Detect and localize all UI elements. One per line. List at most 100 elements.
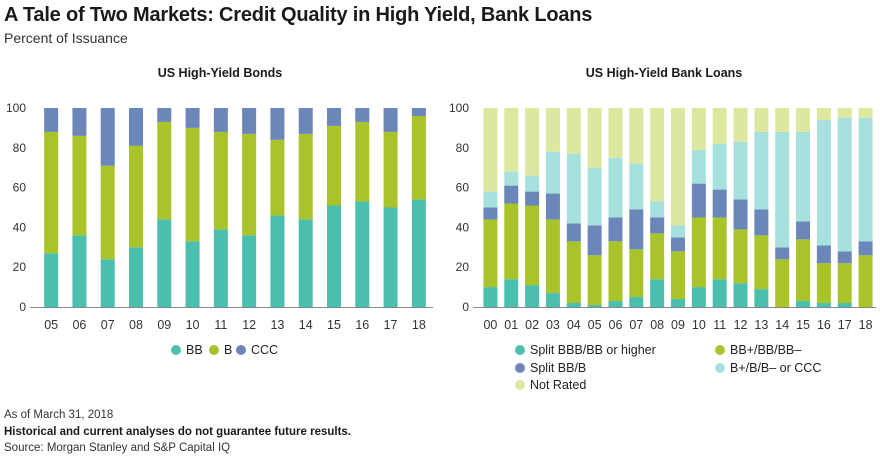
bar-segment-loans-12-s1 <box>733 229 748 284</box>
bar-segment-bonds-12-s1 <box>242 133 257 236</box>
bar-segment-bonds-17-s2 <box>383 108 398 132</box>
bar-segment-loans-06-s3 <box>608 157 623 218</box>
bar-segment-loans-14-s1 <box>775 259 790 307</box>
bar-segment-bonds-05-s2 <box>44 108 59 132</box>
bar-segment-bonds-17-s1 <box>383 131 398 208</box>
x-tick-label-loans-17: 17 <box>838 318 852 332</box>
bar-segment-bonds-13-s2 <box>270 108 285 140</box>
bar-segment-bonds-11-s1 <box>213 131 228 230</box>
x-tick-label-bonds-07: 07 <box>101 318 115 332</box>
bar-segment-bonds-08-s2 <box>129 108 143 146</box>
bar-segment-bonds-13-s0 <box>270 215 285 307</box>
bar-segment-bonds-06-s2 <box>72 108 87 136</box>
x-tick-label-loans-16: 16 <box>817 318 831 332</box>
bar-segment-bonds-13-s1 <box>270 139 285 216</box>
x-tick-label-bonds-16: 16 <box>355 318 369 332</box>
bar-segment-loans-03-s1 <box>545 219 560 294</box>
bar-segment-loans-07-s1 <box>629 249 644 298</box>
bar-segment-loans-10-s3 <box>691 149 706 184</box>
bar-segment-bonds-07-s1 <box>100 165 115 260</box>
bar-segment-loans-08-s1 <box>650 233 665 280</box>
y-tick-label-bonds-40: 40 <box>13 220 27 234</box>
bar-segment-bonds-18-s1 <box>411 115 426 200</box>
legend-swatch-b <box>209 345 219 355</box>
x-tick-label-loans-00: 00 <box>483 318 497 332</box>
bar-segment-loans-03-s4 <box>545 108 560 152</box>
bar-segment-loans-04-s1 <box>566 241 581 304</box>
bar-segment-loans-00-s1 <box>483 219 498 288</box>
y-tick-label-bonds-60: 60 <box>13 181 27 195</box>
bar-segment-loans-06-s2 <box>608 217 623 242</box>
bar-segment-loans-09-s2 <box>671 237 685 252</box>
bar-segment-loans-01-s3 <box>504 171 519 186</box>
bar-segment-loans-14-s2 <box>775 247 790 260</box>
bar-segment-bonds-17-s0 <box>383 207 398 307</box>
x-tick-label-bonds-08: 08 <box>129 318 143 332</box>
bar-segment-loans-16-s2 <box>816 245 831 264</box>
bar-segment-loans-07-s2 <box>629 209 644 250</box>
bar-segment-loans-16-s1 <box>816 263 831 304</box>
bar-segment-bonds-09-s2 <box>157 108 172 122</box>
bar-segment-loans-14-s4 <box>775 108 790 132</box>
legend-swatch-bb <box>171 345 181 355</box>
bar-segment-loans-04-s2 <box>566 223 581 242</box>
y-tick-label-loans-0: 0 <box>462 300 469 314</box>
bar-segment-bonds-10-s0 <box>185 241 200 307</box>
bar-segment-loans-10-s0 <box>691 287 706 307</box>
y-tick-label-loans-100: 100 <box>449 101 469 115</box>
bar-segment-loans-18-s2 <box>858 241 873 256</box>
bar-segment-bonds-12-s0 <box>242 235 257 307</box>
x-tick-label-loans-11: 11 <box>713 318 726 332</box>
x-tick-label-loans-08: 08 <box>650 318 664 332</box>
bar-segment-loans-00-s2 <box>483 207 498 220</box>
bar-segment-loans-04-s0 <box>566 303 581 307</box>
bar-segment-loans-05-s0 <box>587 305 602 307</box>
bar-segment-loans-11-s2 <box>712 189 727 218</box>
bar-segment-loans-18-s1 <box>858 255 873 307</box>
bar-segment-loans-15-s1 <box>796 239 811 302</box>
x-tick-label-loans-10: 10 <box>692 318 706 332</box>
bar-segment-bonds-16-s1 <box>355 121 370 202</box>
bar-segment-loans-18-s3 <box>858 117 873 242</box>
bar-segment-loans-02-s2 <box>525 191 540 206</box>
x-tick-label-loans-14: 14 <box>775 318 789 332</box>
footer-source: Source: Morgan Stanley and S&P Capital I… <box>4 442 231 454</box>
legend-label-ccc: CCC <box>251 343 279 357</box>
bar-segment-loans-09-s3 <box>671 225 685 238</box>
bar-segment-loans-09-s0 <box>671 299 685 307</box>
legend-label-b-plus: B+/B/B– or CCC <box>730 361 822 375</box>
bar-segment-loans-10-s1 <box>691 217 706 288</box>
bar-segment-loans-02-s1 <box>525 205 540 286</box>
x-tick-label-loans-02: 02 <box>525 318 539 332</box>
x-tick-label-bonds-17: 17 <box>384 318 398 332</box>
bar-segment-loans-00-s3 <box>483 191 498 208</box>
bar-segment-loans-11-s1 <box>712 217 727 280</box>
bar-segment-loans-00-s0 <box>483 287 498 307</box>
legend-item-b: B <box>209 343 232 357</box>
bar-segment-bonds-09-s0 <box>157 219 172 307</box>
bar-segment-bonds-07-s0 <box>100 259 115 307</box>
legend-swatch-not-rated <box>515 380 525 390</box>
y-tick-label-bonds-0: 0 <box>19 300 26 314</box>
bar-segment-loans-17-s4 <box>837 108 852 118</box>
bar-segment-bonds-11-s0 <box>213 229 228 307</box>
legend-item-split-bb-b: Split BB/B <box>515 361 586 375</box>
bar-segment-loans-05-s2 <box>587 225 602 256</box>
legend-label-b: B <box>224 343 233 357</box>
bar-segment-loans-11-s4 <box>712 108 727 144</box>
bar-segment-loans-16-s0 <box>816 303 831 307</box>
bar-segment-loans-13-s1 <box>754 235 769 290</box>
panel-title-bonds: US High-Yield Bonds <box>158 66 283 80</box>
bar-segment-bonds-16-s0 <box>355 201 370 307</box>
bar-segment-loans-05-s3 <box>587 167 602 226</box>
legend-label-split-bb-b: Split BB/B <box>530 361 587 375</box>
bar-segment-loans-06-s1 <box>608 241 623 302</box>
bar-segment-loans-15-s2 <box>796 221 811 240</box>
legend-swatch-ccc <box>236 345 246 355</box>
y-tick-label-bonds-100: 100 <box>6 101 26 115</box>
bar-segment-loans-02-s0 <box>525 285 540 307</box>
bar-segment-loans-13-s2 <box>754 209 769 236</box>
footer-disclaimer: Historical and current analyses do not g… <box>4 426 352 438</box>
y-tick-label-loans-20: 20 <box>456 260 470 274</box>
bar-segment-loans-15-s4 <box>796 108 811 132</box>
